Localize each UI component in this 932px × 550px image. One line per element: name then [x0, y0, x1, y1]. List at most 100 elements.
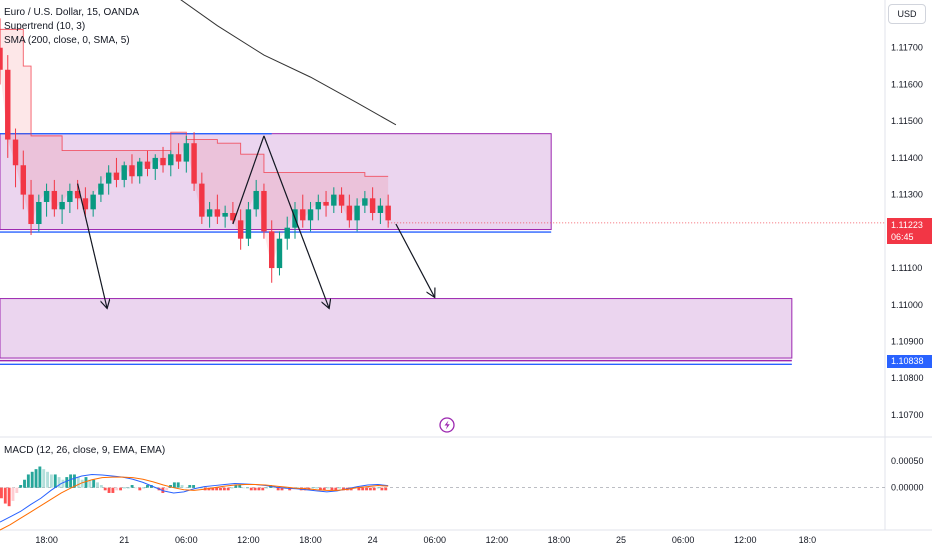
macd-histogram-bar — [315, 487, 319, 489]
candle-body — [98, 183, 104, 195]
candle-body — [36, 201, 42, 225]
macd-histogram-bar — [184, 487, 188, 489]
candle-body — [354, 205, 360, 221]
candle-body — [90, 194, 96, 210]
candle-body — [144, 161, 151, 169]
macd-histogram-bar — [49, 474, 53, 488]
macd-histogram-bar — [192, 485, 196, 488]
price-tick-label: 1.11700 — [891, 43, 923, 53]
macd-histogram-bar — [46, 471, 50, 488]
time-tick-label: 12:00 — [734, 535, 757, 545]
macd-histogram-bar — [211, 487, 215, 491]
macd-histogram-bar — [311, 487, 315, 489]
candle-body — [369, 198, 376, 213]
macd-histogram-bar — [122, 487, 126, 489]
price-axis[interactable]: 1.11700 1.11600 1.11500 1.11400 1.11300 1.111… — [891, 43, 924, 493]
macd-histogram-bar — [42, 469, 46, 488]
time-tick-label: 18:00 — [299, 535, 322, 545]
macd-histogram-bar — [245, 487, 249, 489]
macd-line — [0, 473, 389, 523]
candle-body — [183, 143, 190, 162]
candle-body — [268, 231, 275, 269]
macd-histogram-bar — [65, 477, 69, 488]
legend-macd[interactable]: MACD (12, 26, close, 9, EMA, EMA) — [4, 445, 166, 456]
macd-histogram-bar — [88, 479, 92, 488]
macd-histogram-bar — [322, 487, 326, 491]
macd-histogram-bar — [257, 487, 261, 491]
candle-body — [137, 161, 143, 177]
price-tick-label: 1.11300 — [891, 190, 923, 200]
macd-histogram-bar — [165, 487, 169, 491]
time-tick-label: 12:00 — [237, 535, 260, 545]
macd-histogram-bar — [280, 487, 284, 491]
time-tick-label: 06:00 — [423, 535, 446, 545]
candle-body — [51, 190, 58, 210]
macd-histogram-bar — [272, 487, 276, 489]
candle-body — [230, 212, 236, 221]
macd-histogram-bar — [188, 485, 192, 488]
candle-body — [113, 172, 120, 180]
macd-histogram-bar — [176, 482, 180, 488]
macd-histogram-bar — [96, 482, 99, 488]
macd-histogram-bar — [115, 487, 119, 491]
macd-histogram-bar — [226, 487, 230, 491]
candle-body — [385, 205, 391, 221]
macd-histogram-bar — [234, 485, 238, 488]
time-tick-label: 25 — [616, 535, 626, 545]
candle-body — [12, 139, 19, 166]
macd-histogram-bar — [26, 474, 30, 488]
macd-histogram-bar — [219, 487, 222, 491]
candle-body — [214, 209, 221, 217]
legend-supertrend[interactable]: Supertrend (10, 3) — [4, 21, 86, 32]
candle-body — [323, 201, 329, 206]
candle-body — [338, 194, 345, 206]
macd-tick-label: 0.00050 — [891, 456, 924, 466]
candle-body — [129, 165, 135, 177]
macd-histogram-bar — [7, 487, 11, 507]
macd-histogram-bar — [376, 487, 380, 489]
bar-countdown: 06:45 — [891, 232, 914, 242]
arrow-line — [232, 135, 265, 225]
macd-tick-label: 0.00000 — [891, 483, 924, 493]
candle-body — [82, 198, 89, 210]
candle-body — [175, 154, 182, 162]
macd-histogram-bar — [265, 487, 269, 489]
price-tick-label: 1.11400 — [891, 153, 923, 163]
macd-histogram-bar — [249, 487, 253, 491]
time-axis[interactable]: 18:00 21 06:00 12:00 18:00 24 06:00 12:00 18:00 2… — [35, 535, 816, 545]
macd-histogram-bar — [107, 487, 111, 493]
candle-body — [346, 205, 353, 221]
macd-histogram-bar — [372, 487, 376, 491]
arrow-line — [77, 183, 108, 309]
horizontal-lines — [0, 132, 885, 365]
macd-histogram-bar — [126, 487, 130, 489]
candle-body — [300, 209, 306, 221]
legend-symbol[interactable]: Euro / U.S. Dollar, 15, OANDA — [4, 7, 140, 18]
candle-body — [222, 212, 228, 217]
currency-button[interactable]: USD — [888, 4, 926, 24]
supertrend-line — [0, 28, 389, 177]
price-tick-label: 1.11500 — [891, 116, 923, 126]
macd-histogram-bar — [172, 482, 176, 488]
lightning-icon[interactable] — [439, 417, 455, 433]
macd-histogram-bar — [215, 487, 219, 491]
macd-histogram-bar — [276, 487, 280, 491]
macd-histogram-bar — [76, 477, 80, 488]
macd-histogram-bar — [53, 474, 57, 488]
macd-histogram-bar — [57, 477, 61, 488]
time-tick-label: 18:00 — [35, 535, 58, 545]
time-tick-label: 21 — [119, 535, 129, 545]
candle-body — [152, 157, 158, 169]
macd-histogram-bar — [30, 471, 34, 488]
macd-histogram-bar — [199, 487, 203, 489]
macd-histogram-bar — [357, 487, 361, 491]
time-tick-label: 18:0 — [799, 535, 817, 545]
candle-body — [5, 69, 11, 140]
macd-histogram-bar — [23, 479, 26, 488]
candle-body — [315, 201, 322, 210]
price-tick-label: 1.10900 — [891, 337, 924, 347]
candle-body — [20, 165, 27, 195]
legend-sma[interactable]: SMA (200, close, 0, SMA, 5) — [4, 35, 130, 46]
zone-rect — [0, 298, 793, 359]
